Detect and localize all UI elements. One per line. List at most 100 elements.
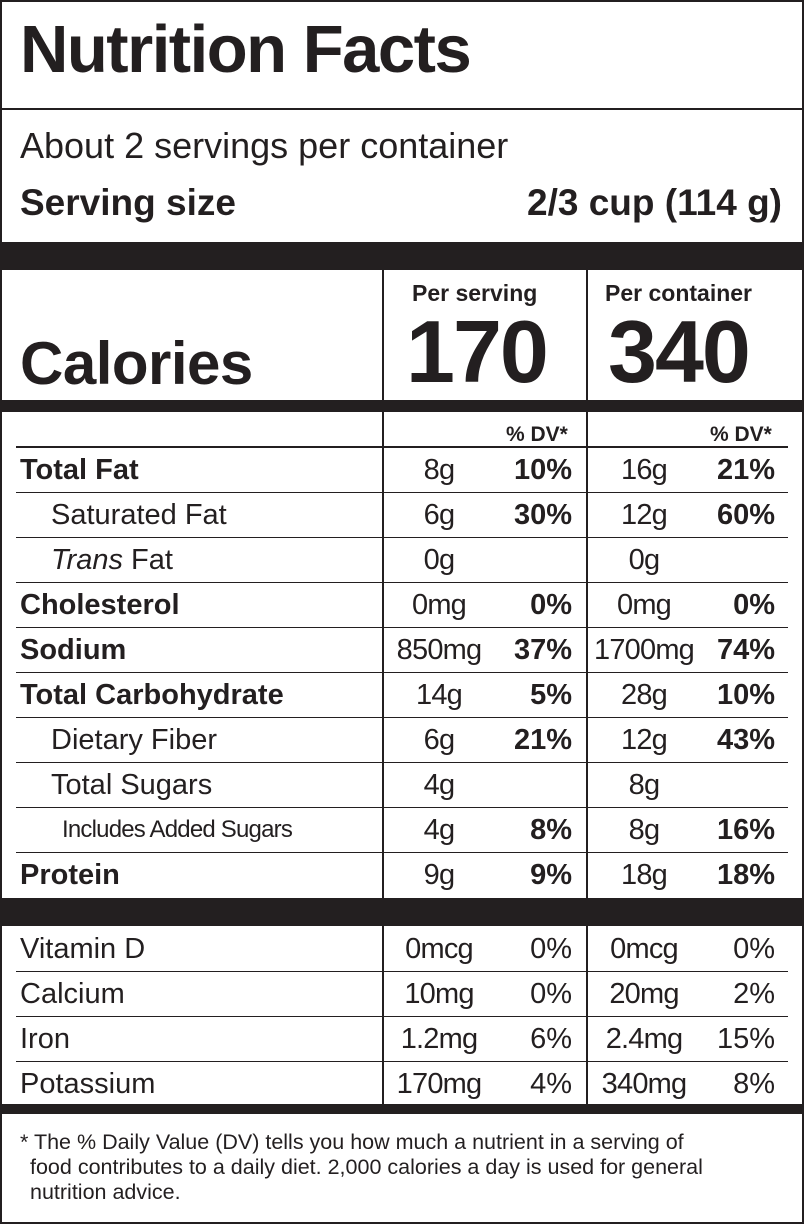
container-amount: 18g xyxy=(621,859,668,891)
nutrient-name: Dietary Fiber xyxy=(51,724,217,756)
vitamin-row: Calcium 10mg 0% 20mg 2% xyxy=(2,972,802,1017)
thick-bar-footnote xyxy=(2,1104,802,1114)
nutrient-name: Cholesterol xyxy=(20,589,180,621)
nutrient-row: Includes Added Sugars 4g 8% 8g 16% xyxy=(2,808,802,853)
container-dv xyxy=(696,763,775,807)
nutrient-row: Protein 9g 9% 18g 18% xyxy=(2,853,802,898)
thick-bar-vitamins xyxy=(2,898,802,926)
row-divider xyxy=(16,1015,788,1017)
vitamin-row: Potassium 170mg 4% 340mg 8% xyxy=(2,1062,802,1107)
row-divider xyxy=(16,970,788,972)
serving-amount: 0mg xyxy=(411,589,467,621)
container-amount: 16g xyxy=(621,454,668,486)
container-amount: 1700mg xyxy=(594,634,695,666)
serving-dv: 21% xyxy=(513,724,572,756)
nutrient-row: Total Fat 8g 10% 16g 21% xyxy=(2,448,802,493)
nutrient-row: Total Carbohydrate 14g 5% 28g 10% xyxy=(2,673,802,718)
container-dv: 16% xyxy=(716,814,775,846)
container-amount: 0mg xyxy=(616,589,672,621)
label-title: Nutrition Facts xyxy=(20,12,472,87)
row-divider xyxy=(16,581,788,583)
container-dv xyxy=(696,538,775,582)
vitamin-row: Iron 1.2mg 6% 2.4mg 15% xyxy=(2,1017,802,1062)
serving-dv: 0% xyxy=(530,933,572,965)
nutrient-name: Total Sugars xyxy=(51,769,213,801)
serving-amount: 4g xyxy=(423,814,455,846)
column-divider-left xyxy=(382,270,384,400)
row-divider xyxy=(16,491,788,493)
serving-dv: 4% xyxy=(530,1068,572,1100)
container-dv: 15% xyxy=(716,1023,775,1055)
container-amount: 340mg xyxy=(601,1068,687,1100)
container-dv: 74% xyxy=(716,634,775,666)
nutrient-name: Protein xyxy=(20,859,120,891)
calories-label: Calories xyxy=(20,330,253,397)
serving-dv: 30% xyxy=(513,499,572,531)
serving-amount: 4g xyxy=(423,769,455,801)
nutrient-row: Cholesterol 0mg 0% 0mg 0% xyxy=(2,583,802,628)
serving-amount: 6g xyxy=(423,499,455,531)
nutrient-row: Saturated Fat 6g 30% 12g 60% xyxy=(2,493,802,538)
serving-dv: 37% xyxy=(513,634,572,666)
container-amount: 0g xyxy=(628,544,660,576)
calories-per-serving: 170 xyxy=(406,302,549,401)
column-divider-right-nutrients xyxy=(586,412,588,898)
column-divider-right xyxy=(586,270,588,400)
serving-amount: 9g xyxy=(423,859,455,891)
nutrient-name: Saturated Fat xyxy=(51,499,227,531)
container-amount: 8g xyxy=(628,814,660,846)
footnote-line-2: food contributes to a daily diet. 2,000 … xyxy=(30,1155,703,1179)
serving-dv: 0% xyxy=(530,978,572,1010)
container-dv: 10% xyxy=(716,679,775,711)
container-dv: 0% xyxy=(733,933,775,965)
footnote-line-1: * The % Daily Value (DV) tells you how m… xyxy=(20,1130,684,1154)
serving-amount: 14g xyxy=(416,679,463,711)
column-divider-left-nutrients xyxy=(382,412,384,898)
serving-amount: 1.2mg xyxy=(400,1023,478,1055)
container-amount: 28g xyxy=(621,679,668,711)
calories-per-container: 340 xyxy=(608,302,751,401)
serving-dv: 8% xyxy=(530,814,572,846)
thick-bar-top xyxy=(2,242,802,270)
container-amount: 12g xyxy=(621,499,668,531)
row-divider xyxy=(16,716,788,718)
row-divider xyxy=(16,671,788,673)
container-amount: 12g xyxy=(621,724,668,756)
serving-size-value: 2/3 cup (114 g) xyxy=(527,182,782,223)
column-divider-right-vitamins xyxy=(586,926,588,1104)
row-divider xyxy=(16,851,788,853)
column-divider-left-vitamins xyxy=(382,926,384,1104)
serving-size-label: Serving size xyxy=(20,182,236,223)
container-dv: 60% xyxy=(716,499,775,531)
container-amount: 20mg xyxy=(609,978,679,1010)
serving-amount: 850mg xyxy=(396,634,482,666)
container-dv: 2% xyxy=(733,978,775,1010)
serving-dv: 6% xyxy=(530,1023,572,1055)
nutrient-row: Sodium 850mg 37% 1700mg 74% xyxy=(2,628,802,673)
container-dv: 18% xyxy=(716,859,775,891)
per-container-header: Per container xyxy=(605,280,752,306)
serving-amount: 6g xyxy=(423,724,455,756)
container-dv: 21% xyxy=(716,454,775,486)
container-dv: 8% xyxy=(733,1068,775,1100)
container-amount: 8g xyxy=(628,769,660,801)
serving-dv: 9% xyxy=(530,859,572,891)
nutrient-name: Total Fat xyxy=(20,454,139,486)
dv-header-serving: % DV* xyxy=(506,423,568,446)
nutrient-row: Dietary Fiber 6g 21% 12g 43% xyxy=(2,718,802,763)
serving-dv xyxy=(492,763,572,807)
per-serving-header: Per serving xyxy=(412,280,538,306)
dv-header-underline xyxy=(16,446,788,448)
container-amount: 0mcg xyxy=(610,933,679,965)
nutrient-row: Trans Fat 0g 0g xyxy=(2,538,802,583)
serving-amount: 0g xyxy=(423,544,455,576)
serving-amount: 8g xyxy=(423,454,455,486)
serving-amount: 170mg xyxy=(396,1068,482,1100)
container-dv: 43% xyxy=(716,724,775,756)
nutrient-name: Includes Added Sugars xyxy=(62,816,293,843)
nutrient-name: Vitamin D xyxy=(20,933,146,965)
nutrient-name: Iron xyxy=(20,1023,70,1055)
serving-dv: 10% xyxy=(513,454,572,486)
serving-dv: 5% xyxy=(530,679,572,711)
